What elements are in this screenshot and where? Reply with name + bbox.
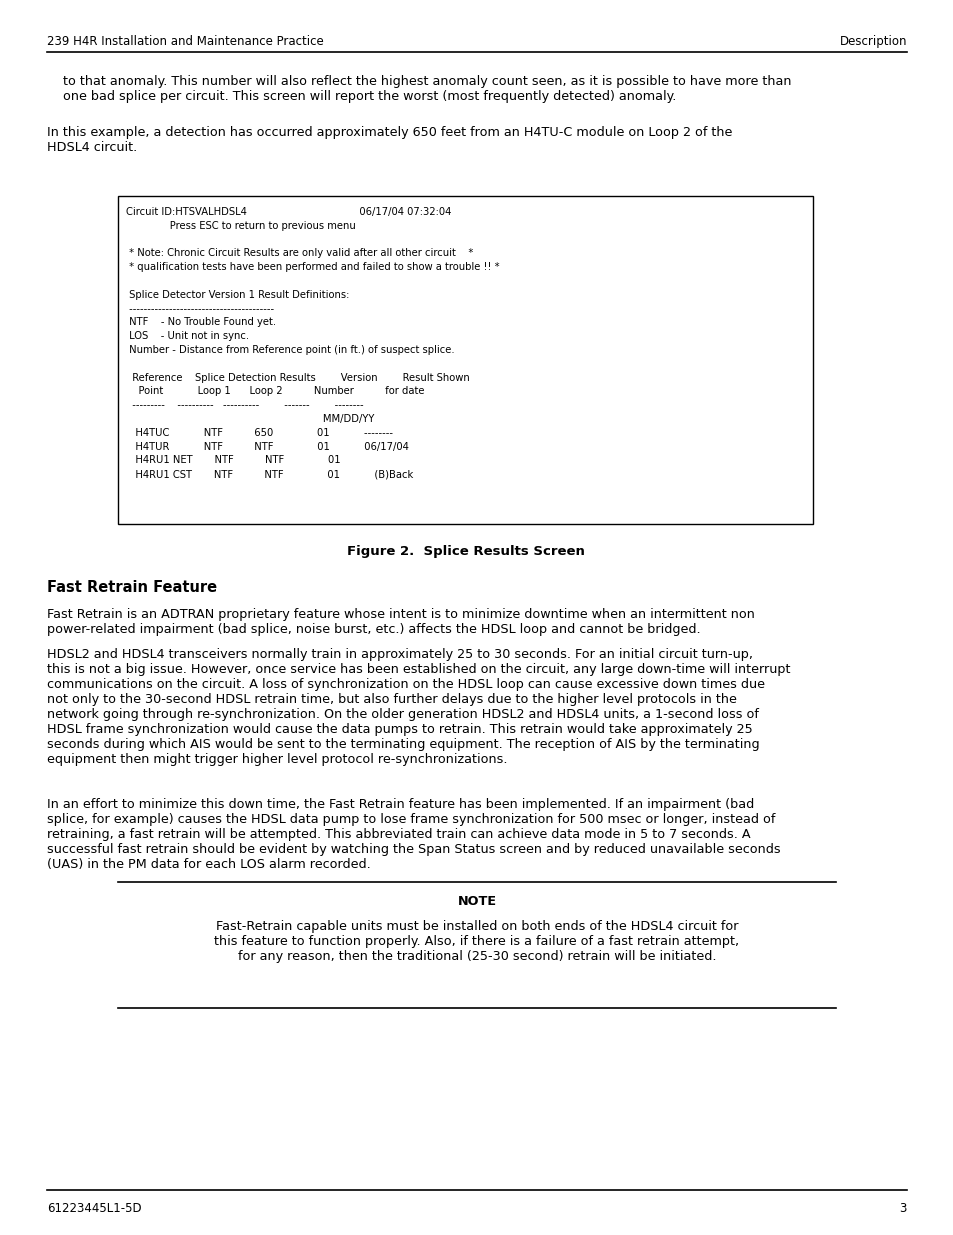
Text: ----------------------------------------: ---------------------------------------- <box>126 304 274 314</box>
Text: NTF    - No Trouble Found yet.: NTF - No Trouble Found yet. <box>126 317 275 327</box>
Text: In this example, a detection has occurred approximately 650 feet from an H4TU-C : In this example, a detection has occurre… <box>47 126 732 154</box>
Text: H4TUR           NTF          NTF              01           06/17/04: H4TUR NTF NTF 01 06/17/04 <box>126 442 409 452</box>
Text: Circuit ID:HTSVALHDSL4                                    06/17/04 07:32:04: Circuit ID:HTSVALHDSL4 06/17/04 07:32:04 <box>126 207 451 217</box>
Text: H4RU1 NET       NTF          NTF              01: H4RU1 NET NTF NTF 01 <box>126 456 340 466</box>
Text: Fast-Retrain capable units must be installed on both ends of the HDSL4 circuit f: Fast-Retrain capable units must be insta… <box>214 920 739 963</box>
Text: Press ESC to return to previous menu: Press ESC to return to previous menu <box>126 221 355 231</box>
Bar <box>118 196 812 524</box>
Text: Point           Loop 1      Loop 2          Number          for date: Point Loop 1 Loop 2 Number for date <box>126 387 424 396</box>
Text: Figure 2.  Splice Results Screen: Figure 2. Splice Results Screen <box>346 545 584 558</box>
Text: * Note: Chronic Circuit Results are only valid after all other circuit    *: * Note: Chronic Circuit Results are only… <box>126 248 473 258</box>
Text: Fast Retrain is an ADTRAN proprietary feature whose intent is to minimize downti: Fast Retrain is an ADTRAN proprietary fe… <box>47 608 754 636</box>
Text: MM/DD/YY: MM/DD/YY <box>126 414 374 424</box>
Text: In an effort to minimize this down time, the Fast Retrain feature has been imple: In an effort to minimize this down time,… <box>47 798 780 871</box>
Text: to that anomaly. This number will also reflect the highest anomaly count seen, a: to that anomaly. This number will also r… <box>47 75 791 103</box>
Text: NOTE: NOTE <box>457 895 496 908</box>
Text: Description: Description <box>839 35 906 48</box>
Text: LOS    - Unit not in sync.: LOS - Unit not in sync. <box>126 331 249 341</box>
Text: Fast Retrain Feature: Fast Retrain Feature <box>47 580 217 595</box>
Text: Splice Detector Version 1 Result Definitions:: Splice Detector Version 1 Result Definit… <box>126 290 349 300</box>
Text: Number - Distance from Reference point (in ft.) of suspect splice.: Number - Distance from Reference point (… <box>126 345 455 354</box>
Text: H4RU1 CST       NTF          NTF              01           (B)Back: H4RU1 CST NTF NTF 01 (B)Back <box>126 469 413 479</box>
Text: 61223445L1-5D: 61223445L1-5D <box>47 1202 141 1215</box>
Text: H4TUC           NTF          650              01           --------: H4TUC NTF 650 01 -------- <box>126 427 393 437</box>
Text: HDSL2 and HDSL4 transceivers normally train in approximately 25 to 30 seconds. F: HDSL2 and HDSL4 transceivers normally tr… <box>47 648 790 766</box>
Text: 239 H4R Installation and Maintenance Practice: 239 H4R Installation and Maintenance Pra… <box>47 35 323 48</box>
Text: 3: 3 <box>899 1202 906 1215</box>
Text: Reference    Splice Detection Results        Version        Result Shown: Reference Splice Detection Results Versi… <box>126 373 469 383</box>
Text: ---------    ----------   ----------        -------        --------: --------- ---------- ---------- ------- … <box>126 400 363 410</box>
Text: * qualification tests have been performed and failed to show a trouble !! *: * qualification tests have been performe… <box>126 262 499 272</box>
